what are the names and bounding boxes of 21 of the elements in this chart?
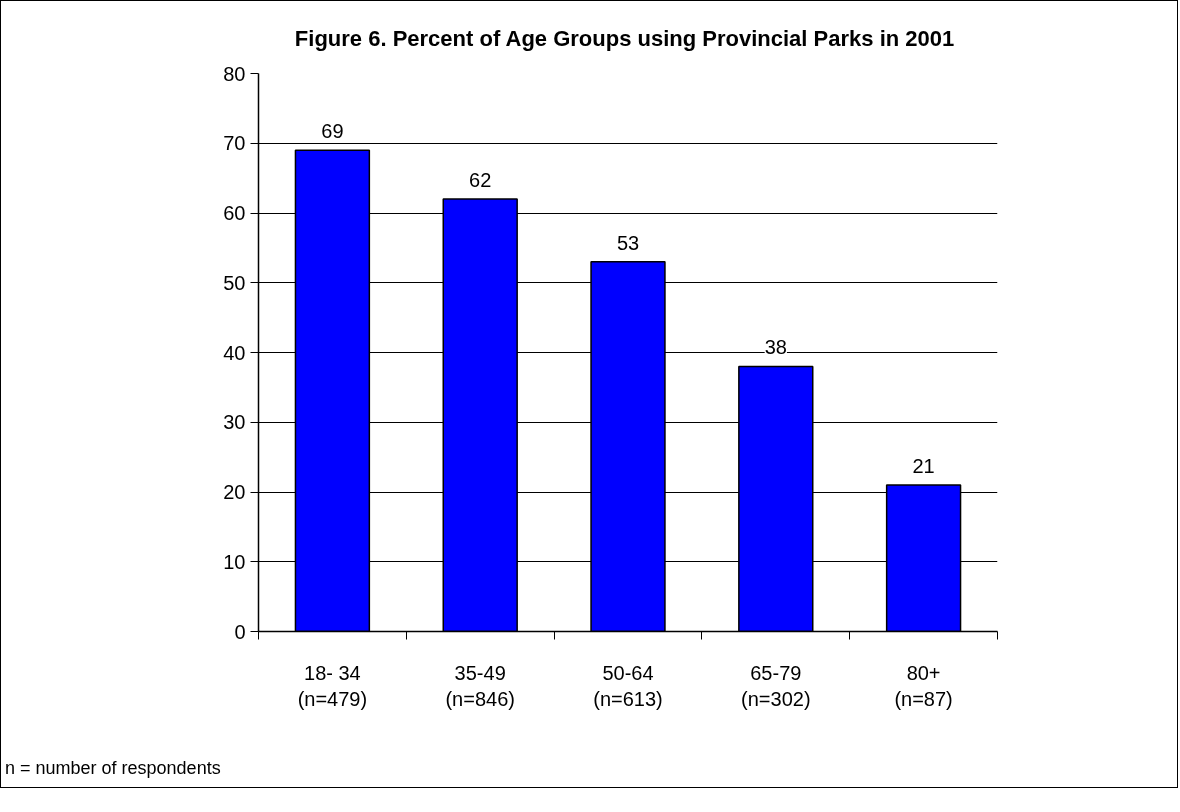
- data-label: 38: [764, 336, 787, 359]
- data-label: 62: [469, 169, 492, 192]
- x-tick-label: 50-64 (n=613): [593, 661, 663, 710]
- y-tick-label: 20: [223, 481, 246, 503]
- y-tick-label: 60: [223, 202, 246, 224]
- x-tick-label: 65-79 (n=302): [741, 661, 811, 710]
- y-tick-label: 30: [223, 411, 246, 434]
- text: n = number of respondents: [5, 757, 221, 780]
- y-tick-label: 0: [234, 620, 246, 643]
- y-tick-label: 80: [223, 62, 246, 85]
- y-tick-label: 40: [223, 341, 246, 364]
- y-tick-label: 10: [223, 550, 246, 573]
- chart-title: Figure 6. Percent of Age Groups using Provincial Parks in 2001: [294, 26, 955, 51]
- x-tick-label: 35-49 (n=846): [445, 661, 515, 710]
- data-label: 53: [616, 231, 640, 254]
- y-tick-label: 50: [223, 271, 246, 294]
- x-tick-label: 80+ (n=87): [894, 661, 953, 710]
- y-tick-label: 70: [223, 132, 246, 155]
- x-tick-label: 18- 34 (n=479): [297, 661, 368, 710]
- data-label: 69: [321, 120, 344, 143]
- data-label: 21: [912, 455, 935, 478]
